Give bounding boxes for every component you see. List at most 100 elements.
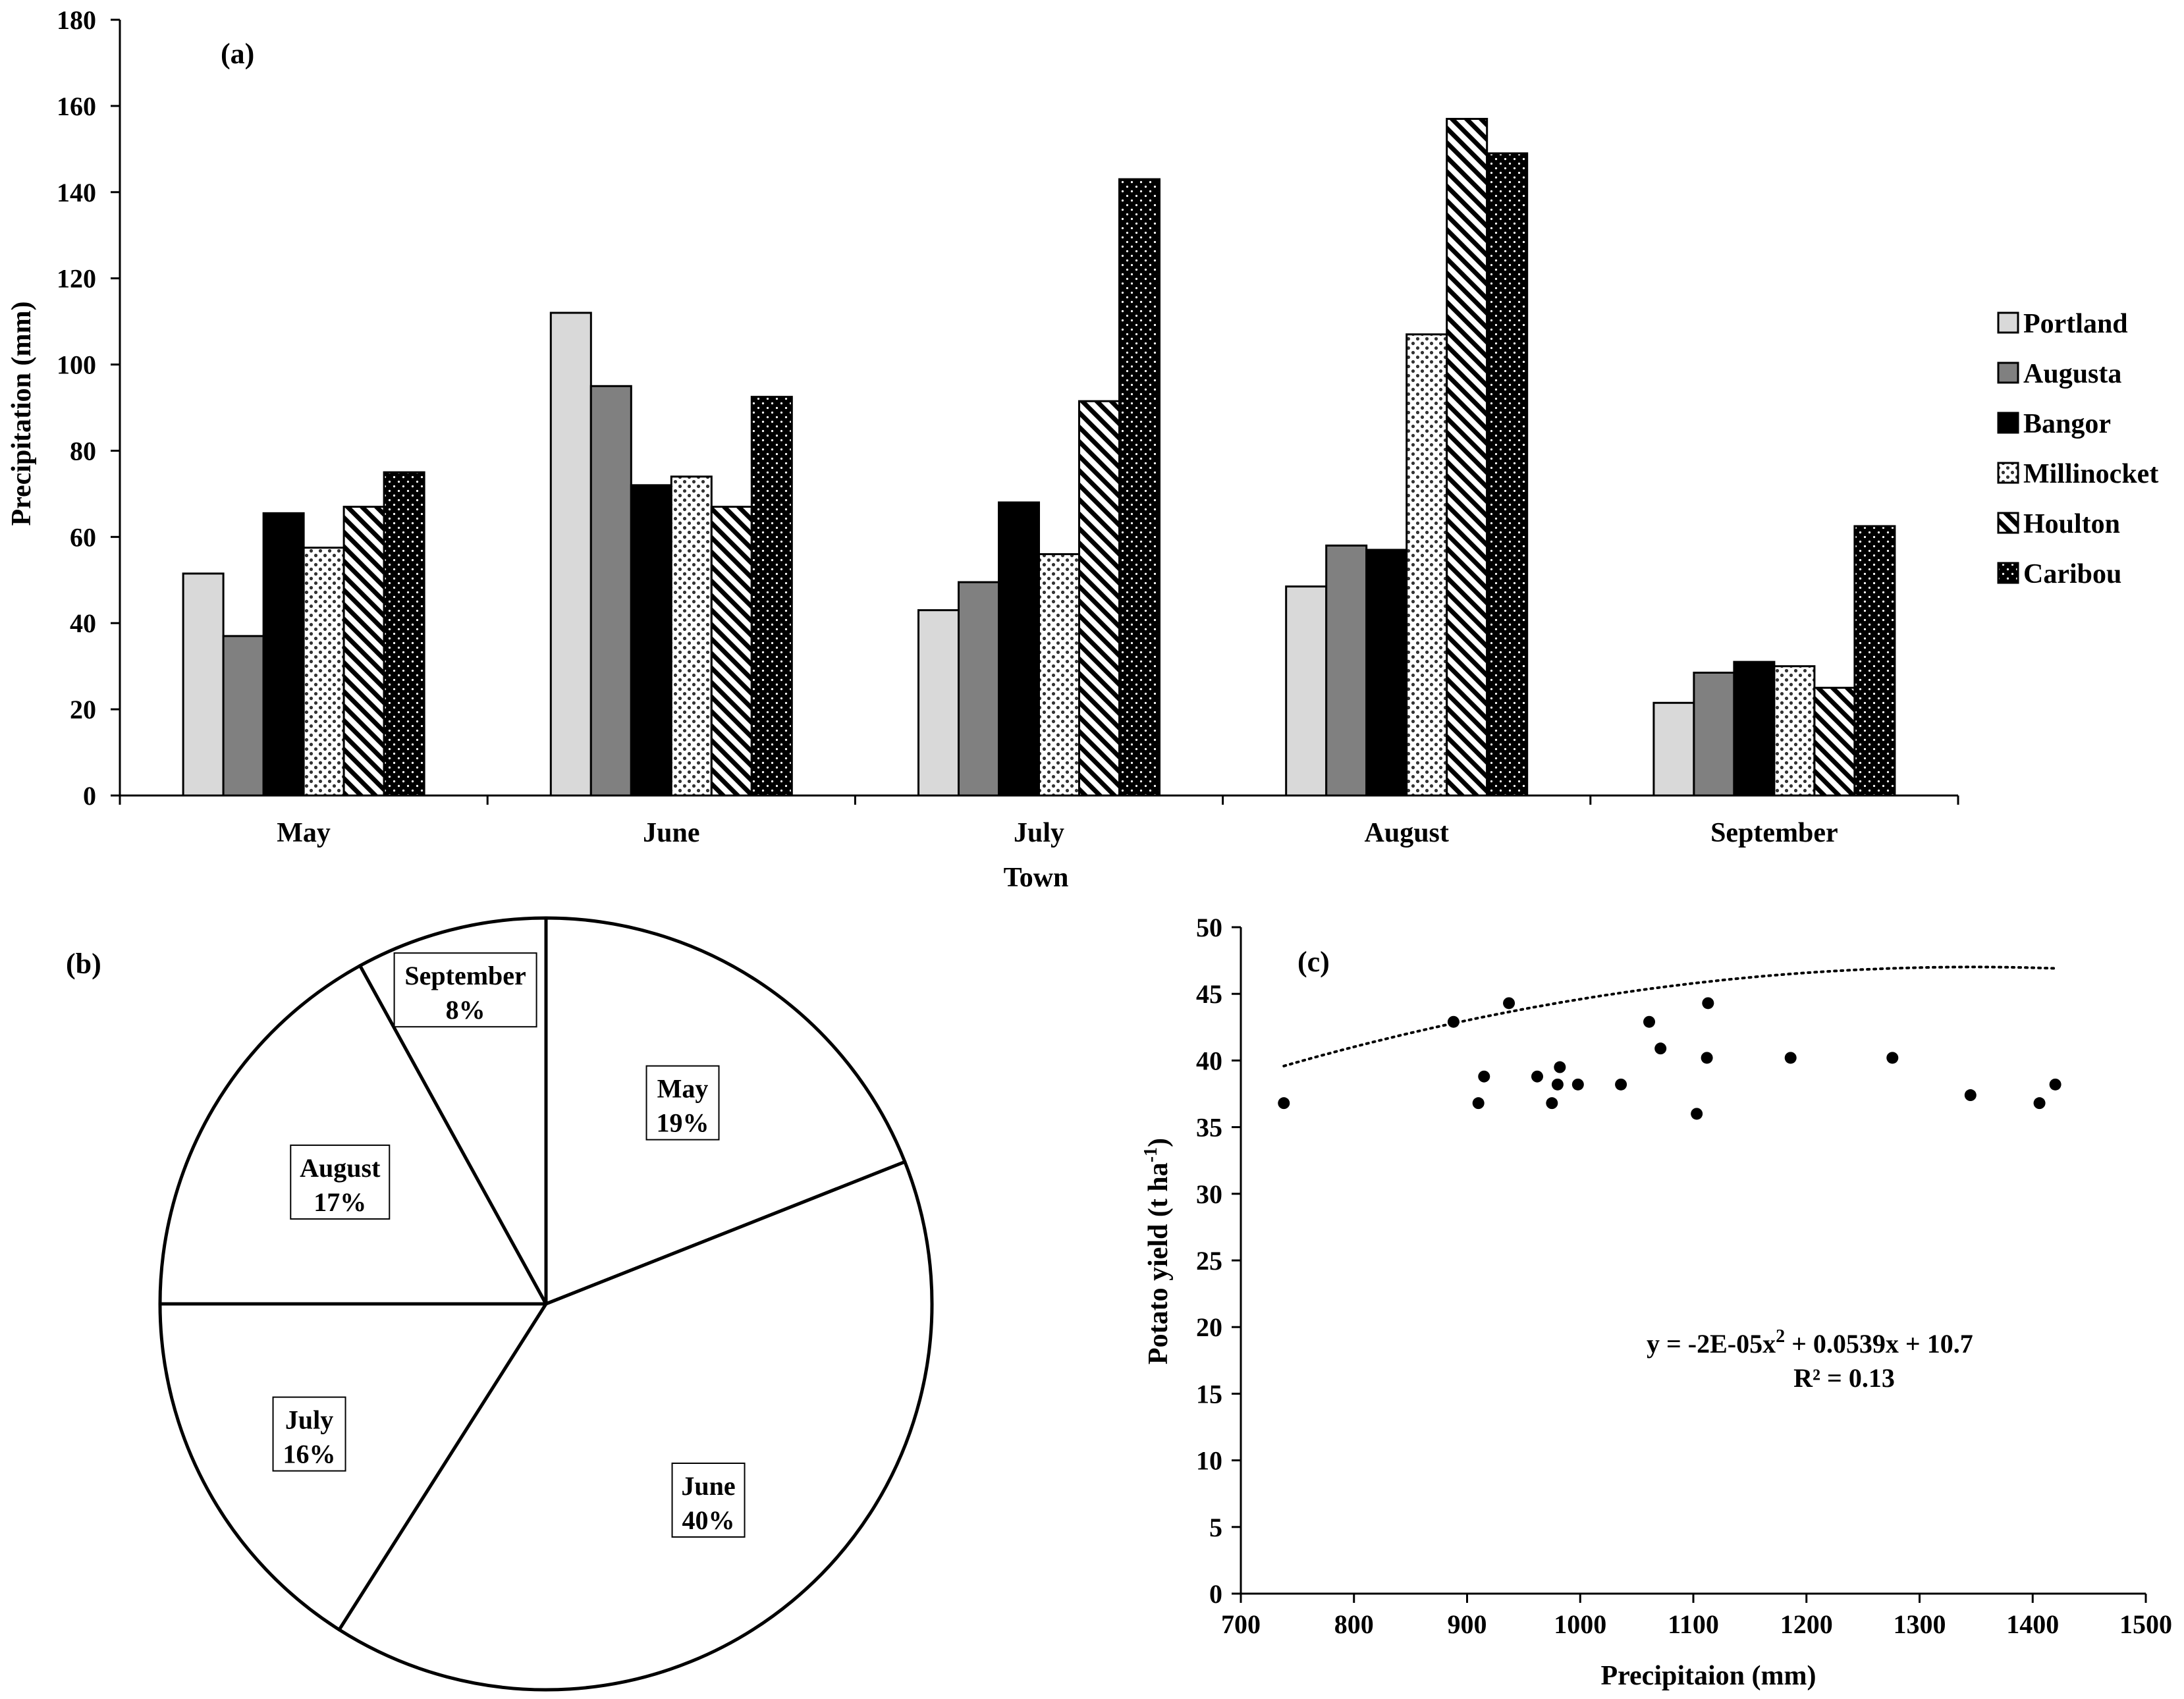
x-tick-label-c: 1500 xyxy=(2119,1609,2172,1639)
bar-bangor-may xyxy=(262,512,305,797)
scatter-point xyxy=(1551,1078,1564,1091)
bar-augusta-august xyxy=(1325,544,1368,797)
equation-label: y = -2E-05x2 + 0.0539x + 10.7 xyxy=(1647,1326,1973,1359)
y-tick-label-c: 40 xyxy=(1196,1046,1222,1075)
y-tick-label-a: 0 xyxy=(83,781,96,811)
pie-label-september: September xyxy=(404,961,526,990)
y-tick-label-a: 120 xyxy=(57,264,96,294)
x-tick-label-c: 700 xyxy=(1221,1609,1261,1639)
bar-caribou-june xyxy=(750,396,793,797)
y-tick-label-c: 10 xyxy=(1196,1446,1222,1476)
x-tick-label-c: 1000 xyxy=(1554,1609,1606,1639)
scatter-point xyxy=(2033,1097,2046,1110)
x-axis-title-c: Precipitaion (mm) xyxy=(1601,1661,1816,1691)
bar-millinocket-september xyxy=(1773,665,1816,797)
x-tick-label-c: 800 xyxy=(1334,1609,1374,1639)
x-tick-label-a: May xyxy=(277,818,331,848)
legend-label-houlton: Houlton xyxy=(2023,509,2120,539)
x-tick-label-c: 1300 xyxy=(1894,1609,1946,1639)
bar-bangor-august xyxy=(1365,549,1408,797)
scatter-point xyxy=(1472,1097,1485,1110)
y-tick-label-c: 30 xyxy=(1196,1179,1222,1209)
x-tick-label-a: July xyxy=(1014,818,1064,848)
bar-chart-panel-a: (a) 0 20 40 60 80 100 120 140 160 180 May June July… xyxy=(7,5,2158,893)
x-tick-label-a: September xyxy=(1710,818,1838,848)
legend-label-millinocket: Millinocket xyxy=(2023,459,2158,489)
bar-portland-august xyxy=(1285,585,1328,797)
bar-caribou-july xyxy=(1118,178,1160,797)
pie-pct-august: 17% xyxy=(314,1187,366,1217)
bar-millinocket-july xyxy=(1038,553,1080,797)
y-tick-label-c: 45 xyxy=(1196,979,1222,1009)
legend-swatch-bangor xyxy=(1997,412,2019,434)
legend-swatch-caribou xyxy=(1997,562,2019,584)
x-tick-label-a: August xyxy=(1365,818,1449,848)
y-tick-label-c: 50 xyxy=(1196,913,1222,942)
scatter-point xyxy=(1278,1097,1290,1110)
scatter-point xyxy=(1546,1097,1558,1110)
y-tick-label-c: 15 xyxy=(1196,1379,1222,1409)
bar-caribou-august xyxy=(1486,152,1529,797)
legend-swatch-millinocket xyxy=(1997,462,2019,484)
y-tick-label-c: 25 xyxy=(1196,1246,1222,1276)
scatter-point xyxy=(1531,1070,1543,1083)
scatter-point xyxy=(1654,1042,1667,1055)
scatter-point xyxy=(1964,1089,1977,1102)
y-tick-label-a: 100 xyxy=(57,350,96,380)
legend-label-portland: Portland xyxy=(2023,309,2128,339)
x-tick-label-c: 1100 xyxy=(1668,1609,1719,1639)
pie-label-box-september xyxy=(393,952,537,1028)
bar-houlton-august xyxy=(1446,118,1488,797)
scatter-point xyxy=(1886,1052,1899,1064)
pie-label-may: May xyxy=(657,1074,709,1104)
scatter-point xyxy=(1784,1052,1797,1064)
y-tick-label-a: 20 xyxy=(70,695,96,724)
pie-pct-july: 16% xyxy=(283,1440,336,1469)
scatter-point xyxy=(1554,1061,1566,1073)
bar-augusta-september xyxy=(1693,671,1735,797)
x-axis-title-a: Town xyxy=(1004,863,1069,893)
pie-label-box-august xyxy=(290,1145,391,1220)
panel-label-c: (c) xyxy=(1297,946,1330,978)
y-tick-label-a: 140 xyxy=(57,178,96,207)
bar-bangor-june xyxy=(630,484,672,797)
bar-bangor-july xyxy=(998,501,1040,797)
y-axis-title-a: Precipitation (mm) xyxy=(7,302,37,526)
y-tick-label-a: 80 xyxy=(70,436,96,466)
scatter-chart-panel-c: (c) 0 5 10 15 20 25 30 35 40 45 50 700 800 900 1000 110… xyxy=(1141,913,2172,1691)
legend-label-bangor: Bangor xyxy=(2023,409,2111,439)
scatter-point xyxy=(1691,1108,1703,1120)
legend-swatch-houlton xyxy=(1997,512,2019,534)
y-tick-label-c: 35 xyxy=(1196,1113,1222,1143)
bar-caribou-september xyxy=(1853,525,1896,797)
legend-label-augusta: Augusta xyxy=(2023,359,2121,389)
y-tick-label-a: 180 xyxy=(57,5,96,35)
scatter-point xyxy=(1571,1078,1584,1091)
y-axis-title-c: Potato yield (t ha-1) xyxy=(1141,1138,1174,1364)
x-tick-label-c: 1400 xyxy=(2006,1609,2059,1639)
x-tick-label-c: 900 xyxy=(1448,1609,1487,1639)
trendline xyxy=(1282,965,2057,1067)
legend-label-caribou: Caribou xyxy=(2023,559,2121,589)
pie-label-box-may xyxy=(645,1065,720,1141)
pie-slice-june xyxy=(337,1160,934,1692)
bar-augusta-june xyxy=(589,385,632,797)
r2-label: R² = 0.13 xyxy=(1793,1363,1895,1393)
scatter-point xyxy=(1615,1078,1627,1091)
bar-augusta-july xyxy=(958,581,1000,797)
pie-slice-may xyxy=(544,916,907,1306)
bar-houlton-may xyxy=(342,506,385,797)
legend-swatch-portland xyxy=(1997,311,2019,334)
pie-pct-september: 8% xyxy=(446,995,485,1025)
panel-label-b: (b) xyxy=(66,948,101,980)
y-tick-label-a: 160 xyxy=(57,92,96,121)
pie-pct-may: 19% xyxy=(657,1108,709,1138)
bar-houlton-june xyxy=(710,506,753,797)
x-tick-label-a: June xyxy=(643,818,699,848)
bar-portland-july xyxy=(917,609,960,797)
pie-label-box-june xyxy=(671,1463,746,1538)
bar-bangor-september xyxy=(1733,661,1776,797)
legend-a: Portland Augusta Bangor Millinocket Houlton C… xyxy=(1997,309,2158,589)
bar-caribou-may xyxy=(383,471,425,797)
scatter-point xyxy=(1643,1015,1656,1028)
